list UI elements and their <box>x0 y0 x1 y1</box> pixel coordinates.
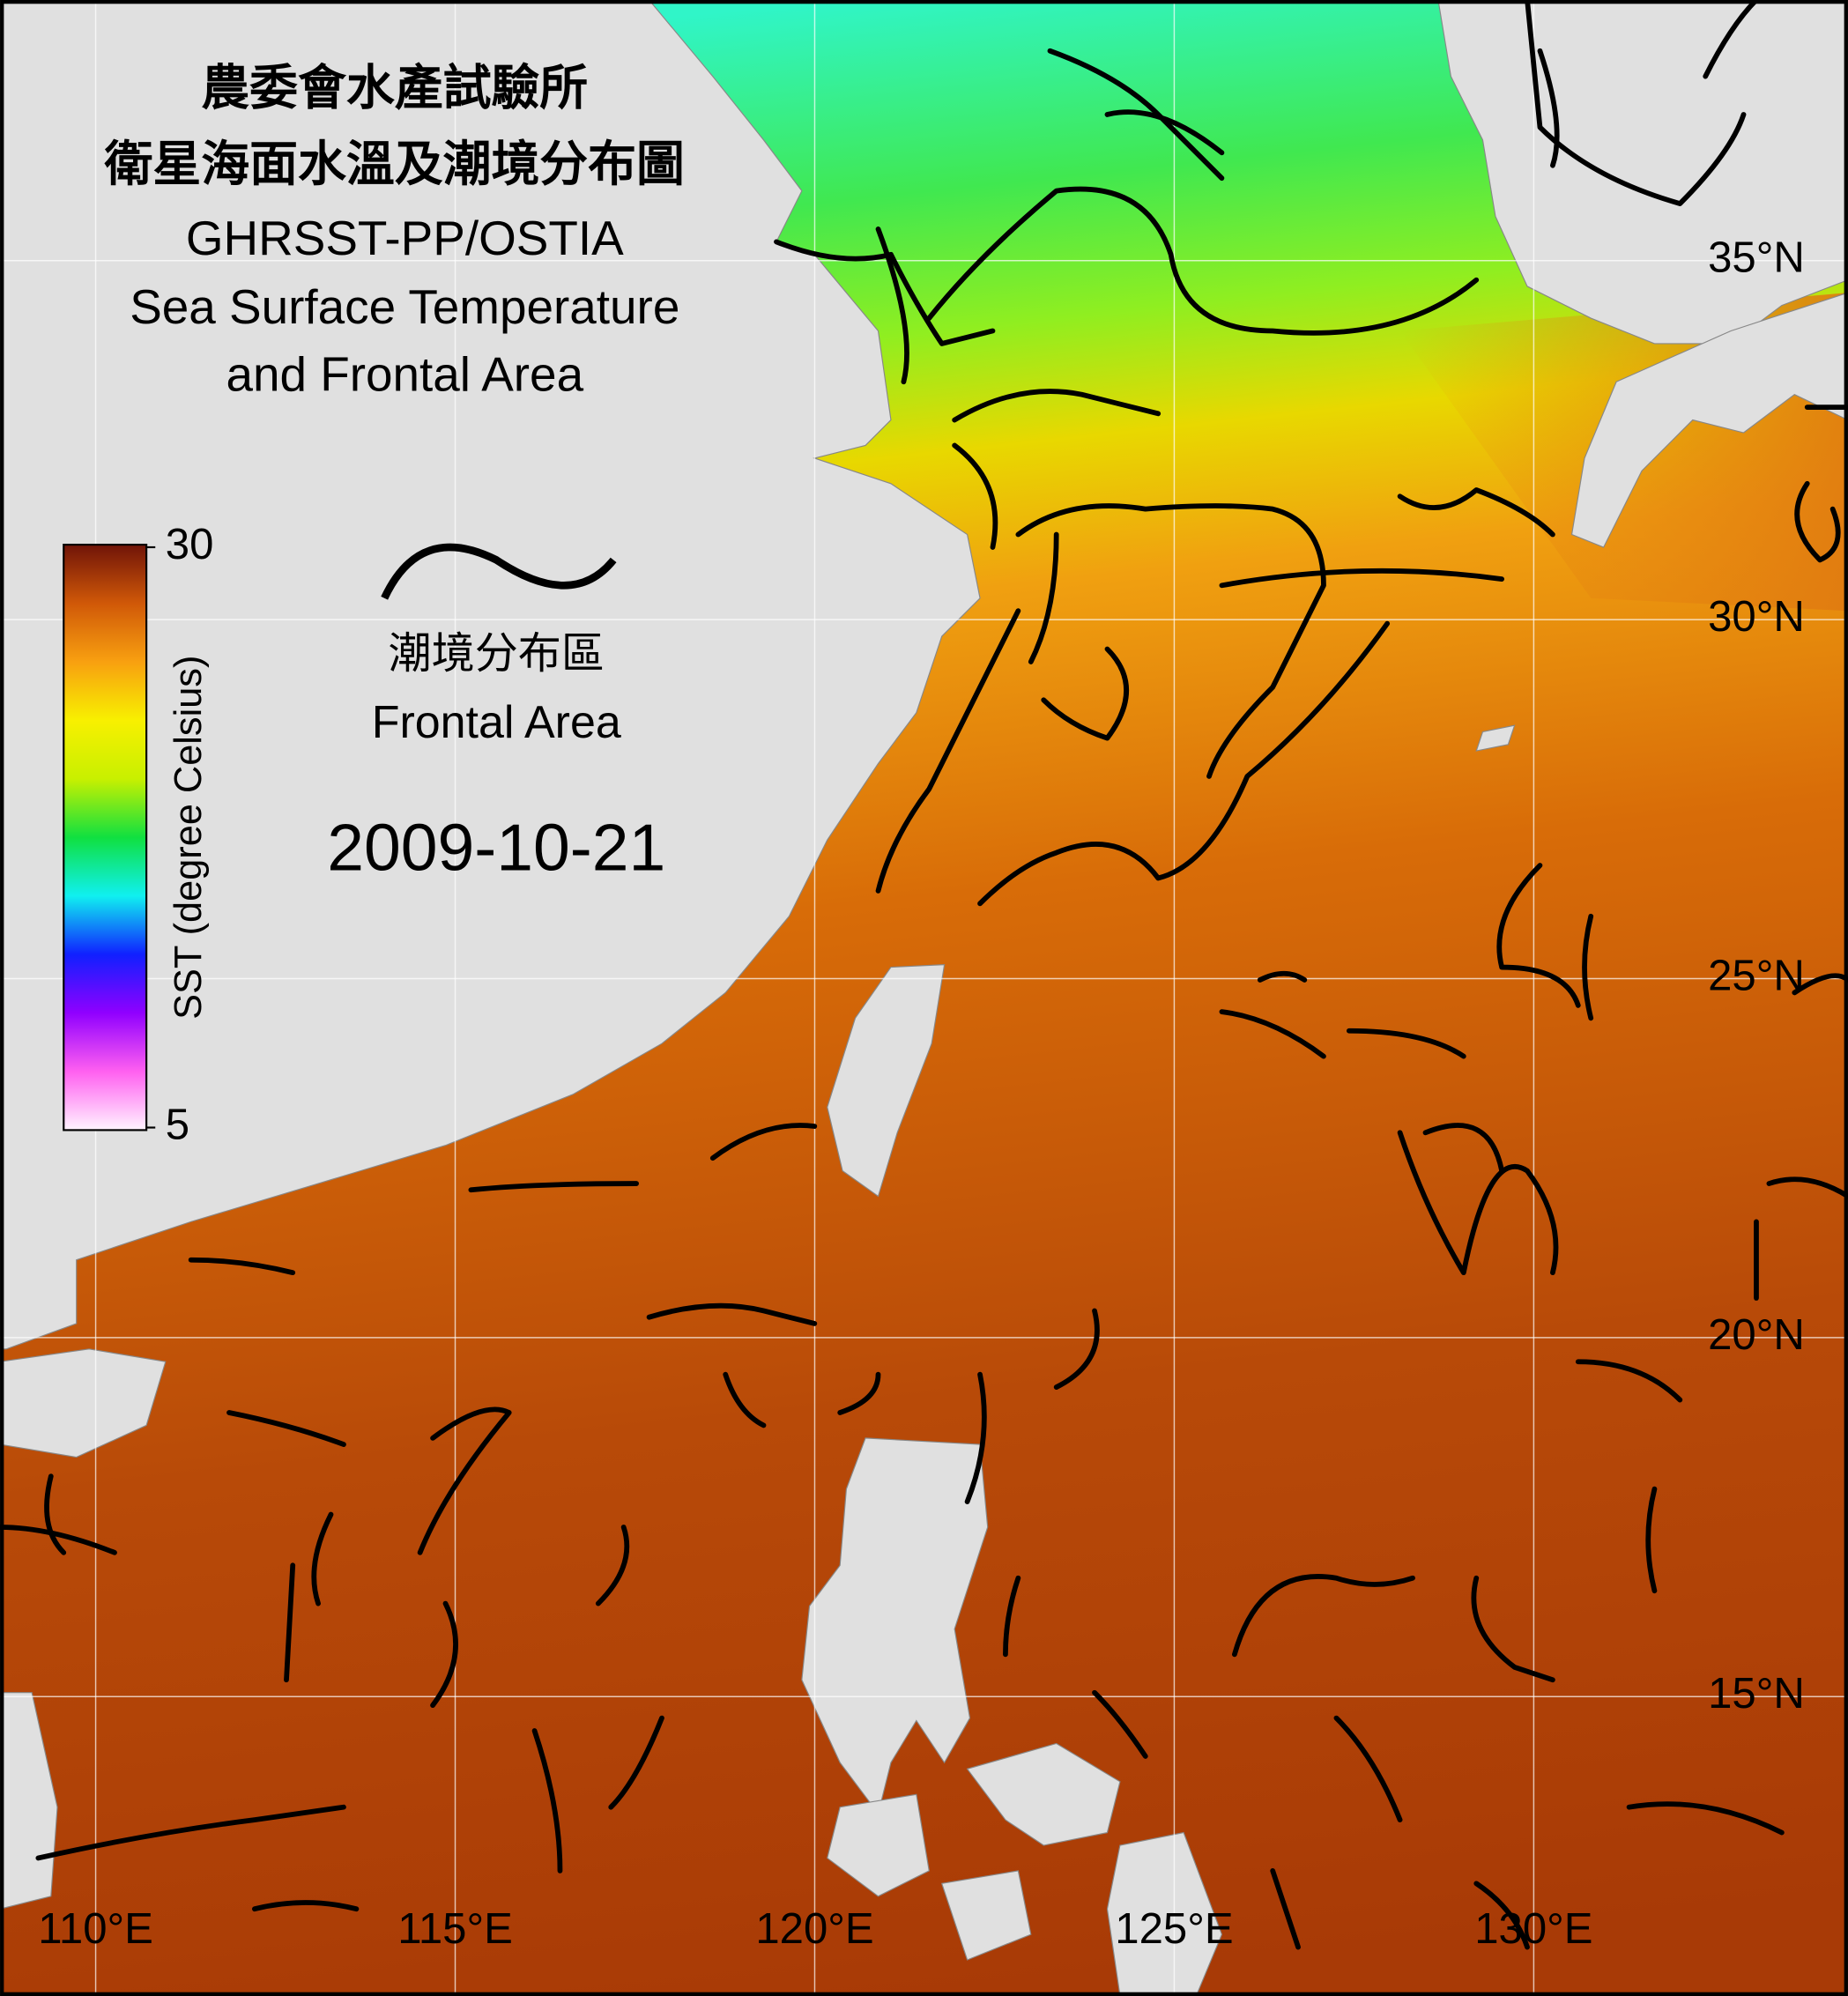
title-line: Sea Surface Temperature <box>130 279 679 334</box>
front-line <box>1053 1308 1100 1391</box>
front-line <box>1766 1176 1848 1199</box>
legend-front-symbol <box>381 543 617 600</box>
front-line <box>284 1562 296 1683</box>
japan <box>1570 292 1848 548</box>
front-line <box>1525 0 1747 206</box>
front-line <box>1645 1486 1658 1594</box>
front-line <box>964 1371 987 1504</box>
jeju <box>1475 724 1516 752</box>
front-line <box>977 620 1391 907</box>
panay <box>940 1870 1032 1961</box>
frontal-areas <box>0 0 1848 1950</box>
map-date: 2009-10-21 <box>327 810 665 884</box>
visayas <box>966 1742 1121 1846</box>
y-tick-label: 30°N <box>1708 593 1805 641</box>
legend-label: Frontal Area <box>372 697 621 748</box>
front-line <box>952 442 998 550</box>
front-line <box>646 1302 818 1326</box>
front-line <box>226 1410 346 1447</box>
front-line <box>1496 863 1581 1008</box>
front-line <box>709 1123 818 1161</box>
front-line <box>188 1257 296 1276</box>
y-tick-label: 25°N <box>1708 952 1805 999</box>
front-line <box>468 1181 640 1193</box>
graticule-labels: 110°E 115°E 120°E 125°E 130°E 15°N 20°N 25°N 30°… <box>38 234 1805 1953</box>
front-line <box>952 389 1161 423</box>
title-block: 農委會水產試驗所 衛星海面水溫及潮境分布圖 GHRSST-PP/OSTIA Se… <box>104 60 685 401</box>
front-line <box>1003 1575 1021 1658</box>
front-line <box>774 239 996 346</box>
y-tick-label: 15°N <box>1708 1670 1805 1718</box>
front-line <box>1333 1715 1403 1823</box>
y-tick-label: 20°N <box>1708 1311 1805 1359</box>
front-line <box>0 1525 117 1555</box>
legend-label: 潮境分布區 <box>389 630 605 678</box>
colorbar-ramp <box>63 544 148 1132</box>
front-line <box>926 186 1480 336</box>
front-line <box>1219 1009 1326 1059</box>
front-line <box>1626 1801 1785 1836</box>
front-line <box>1537 48 1560 168</box>
taiwan <box>827 964 946 1198</box>
frontal-legend: 潮境分布區 Frontal Area 2009-10-21 <box>327 543 665 884</box>
front-line <box>1219 568 1505 589</box>
front-line <box>1575 1359 1683 1403</box>
title-line: 衛星海面水溫及潮境分布圖 <box>104 137 685 191</box>
x-tick-label: 120°E <box>755 1905 873 1953</box>
front-line <box>1397 1130 1559 1276</box>
title-line: GHRSST-PP/OSTIA <box>186 211 624 265</box>
x-tick-label: 110°E <box>38 1905 153 1953</box>
front-line <box>1257 970 1308 983</box>
front-line <box>1104 109 1225 156</box>
luzon <box>801 1437 989 1815</box>
title-line: 農委會水產試驗所 <box>201 60 588 115</box>
front-line <box>1471 1575 1555 1683</box>
front-line <box>837 1371 881 1415</box>
front-line <box>1041 646 1130 741</box>
front-line <box>1703 0 1759 79</box>
front-line <box>1582 913 1594 1021</box>
colorbar-tick-label: 30 <box>166 521 214 568</box>
front-line <box>608 1715 664 1810</box>
front-line <box>417 1406 512 1555</box>
front-line <box>595 1525 630 1606</box>
y-tick-label: 35°N <box>1708 234 1805 282</box>
front-line <box>1092 1689 1148 1759</box>
front-line <box>251 1900 360 1912</box>
front-line <box>1397 487 1555 538</box>
front-line <box>430 1600 458 1709</box>
colorbar: SST (degree Celsius) 5 30 <box>63 521 214 1148</box>
mindoro <box>827 1793 930 1897</box>
front-line <box>1473 1881 1530 1950</box>
hainan <box>0 1348 167 1458</box>
china <box>0 0 981 1350</box>
front-line <box>311 1511 334 1606</box>
front-line <box>1422 1123 1505 1174</box>
front-line <box>531 1728 563 1874</box>
title-line: and Frontal Area <box>226 346 583 401</box>
colorbar-label: SST (degree Celsius) <box>167 656 210 1020</box>
front-line <box>875 608 1021 894</box>
front-line <box>723 1371 767 1428</box>
front-line <box>35 1804 346 1861</box>
front-line <box>875 226 909 385</box>
front-line <box>1015 503 1326 779</box>
front-line <box>1794 480 1841 563</box>
front-line <box>1028 531 1059 664</box>
front-line <box>1270 1868 1301 1950</box>
x-tick-label: 125°E <box>1115 1905 1233 1953</box>
x-tick-label: 130°E <box>1474 1905 1592 1953</box>
front-line <box>1346 1028 1466 1059</box>
front-line <box>1231 1574 1415 1658</box>
front-line <box>44 1473 67 1555</box>
colorbar-tick-label: 5 <box>166 1101 189 1148</box>
x-tick-label: 115°E <box>397 1905 513 1953</box>
